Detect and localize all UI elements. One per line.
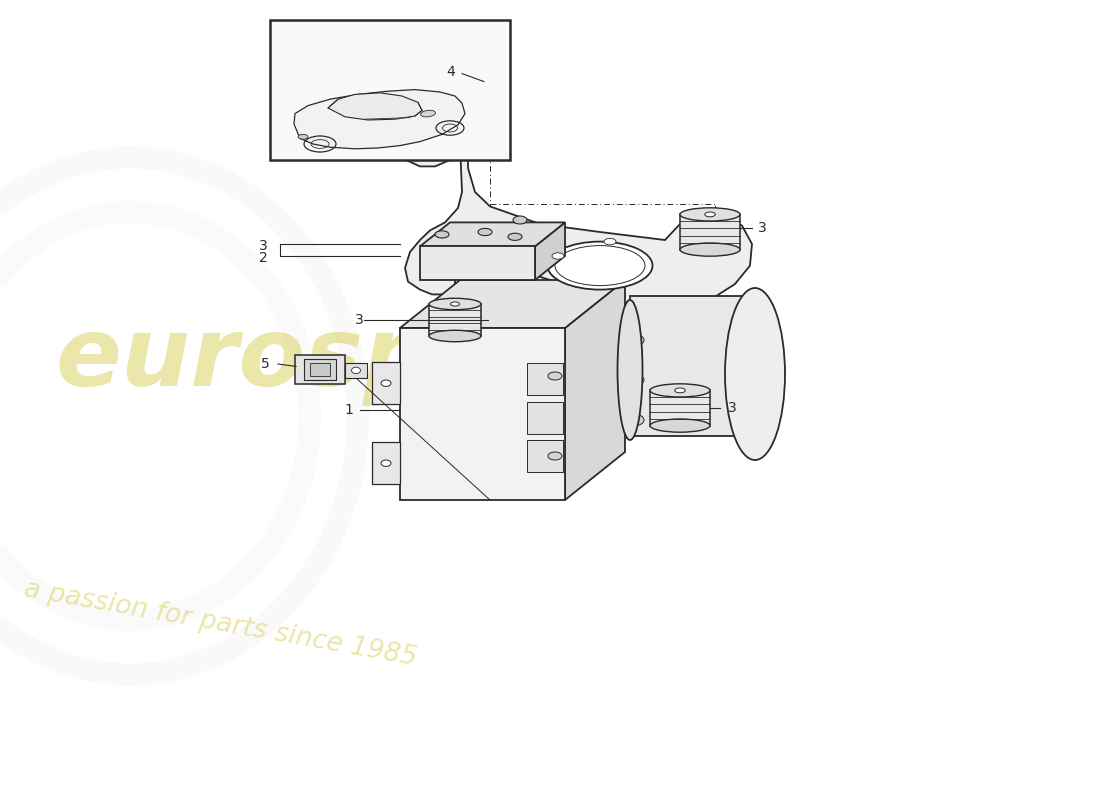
Ellipse shape	[626, 334, 644, 346]
Ellipse shape	[420, 110, 436, 117]
Polygon shape	[294, 90, 465, 149]
Ellipse shape	[680, 208, 740, 221]
Bar	[345, 363, 367, 378]
Ellipse shape	[352, 367, 361, 374]
Ellipse shape	[650, 384, 710, 397]
Ellipse shape	[548, 242, 652, 290]
Text: 5: 5	[262, 357, 270, 371]
Polygon shape	[398, 120, 752, 306]
Bar	[429, 304, 481, 336]
Polygon shape	[565, 280, 625, 500]
Ellipse shape	[552, 253, 564, 259]
Ellipse shape	[737, 300, 762, 440]
Bar	[400, 328, 565, 500]
Text: 2: 2	[260, 250, 268, 265]
Ellipse shape	[478, 229, 492, 235]
Bar	[295, 355, 345, 384]
Polygon shape	[400, 280, 625, 328]
Ellipse shape	[478, 58, 500, 65]
Text: 3: 3	[355, 313, 364, 327]
Ellipse shape	[429, 298, 481, 310]
Ellipse shape	[674, 388, 685, 393]
Bar	[270, 20, 510, 160]
Ellipse shape	[381, 460, 390, 466]
Bar	[527, 402, 563, 434]
Ellipse shape	[381, 380, 390, 386]
Bar	[310, 363, 330, 376]
Bar	[420, 246, 535, 280]
Bar	[680, 214, 740, 250]
Ellipse shape	[434, 230, 449, 238]
Ellipse shape	[508, 234, 522, 241]
Ellipse shape	[298, 134, 308, 139]
Text: eurospares: eurospares	[55, 314, 670, 406]
Ellipse shape	[725, 288, 785, 460]
Ellipse shape	[626, 374, 644, 386]
Bar	[527, 363, 563, 395]
Ellipse shape	[705, 212, 715, 217]
Ellipse shape	[482, 54, 498, 62]
Text: a passion for parts since 1985: a passion for parts since 1985	[22, 577, 419, 671]
Bar	[650, 390, 710, 426]
Ellipse shape	[451, 302, 460, 306]
Text: 3: 3	[260, 238, 268, 253]
Bar	[304, 359, 336, 380]
Text: 3: 3	[758, 221, 767, 235]
Ellipse shape	[617, 300, 642, 440]
Text: 1: 1	[344, 403, 353, 418]
Ellipse shape	[513, 216, 527, 224]
Bar	[527, 440, 563, 472]
Ellipse shape	[604, 238, 616, 245]
Ellipse shape	[650, 419, 710, 432]
Text: 4: 4	[447, 65, 455, 79]
Bar	[372, 442, 400, 484]
Ellipse shape	[626, 414, 644, 426]
Bar	[372, 362, 400, 404]
Ellipse shape	[548, 372, 562, 380]
Ellipse shape	[429, 330, 481, 342]
Polygon shape	[420, 222, 565, 246]
Bar	[630, 296, 750, 436]
Text: 3: 3	[728, 401, 737, 415]
Polygon shape	[328, 93, 422, 120]
Ellipse shape	[680, 243, 740, 256]
Ellipse shape	[548, 452, 562, 460]
Polygon shape	[535, 222, 565, 280]
